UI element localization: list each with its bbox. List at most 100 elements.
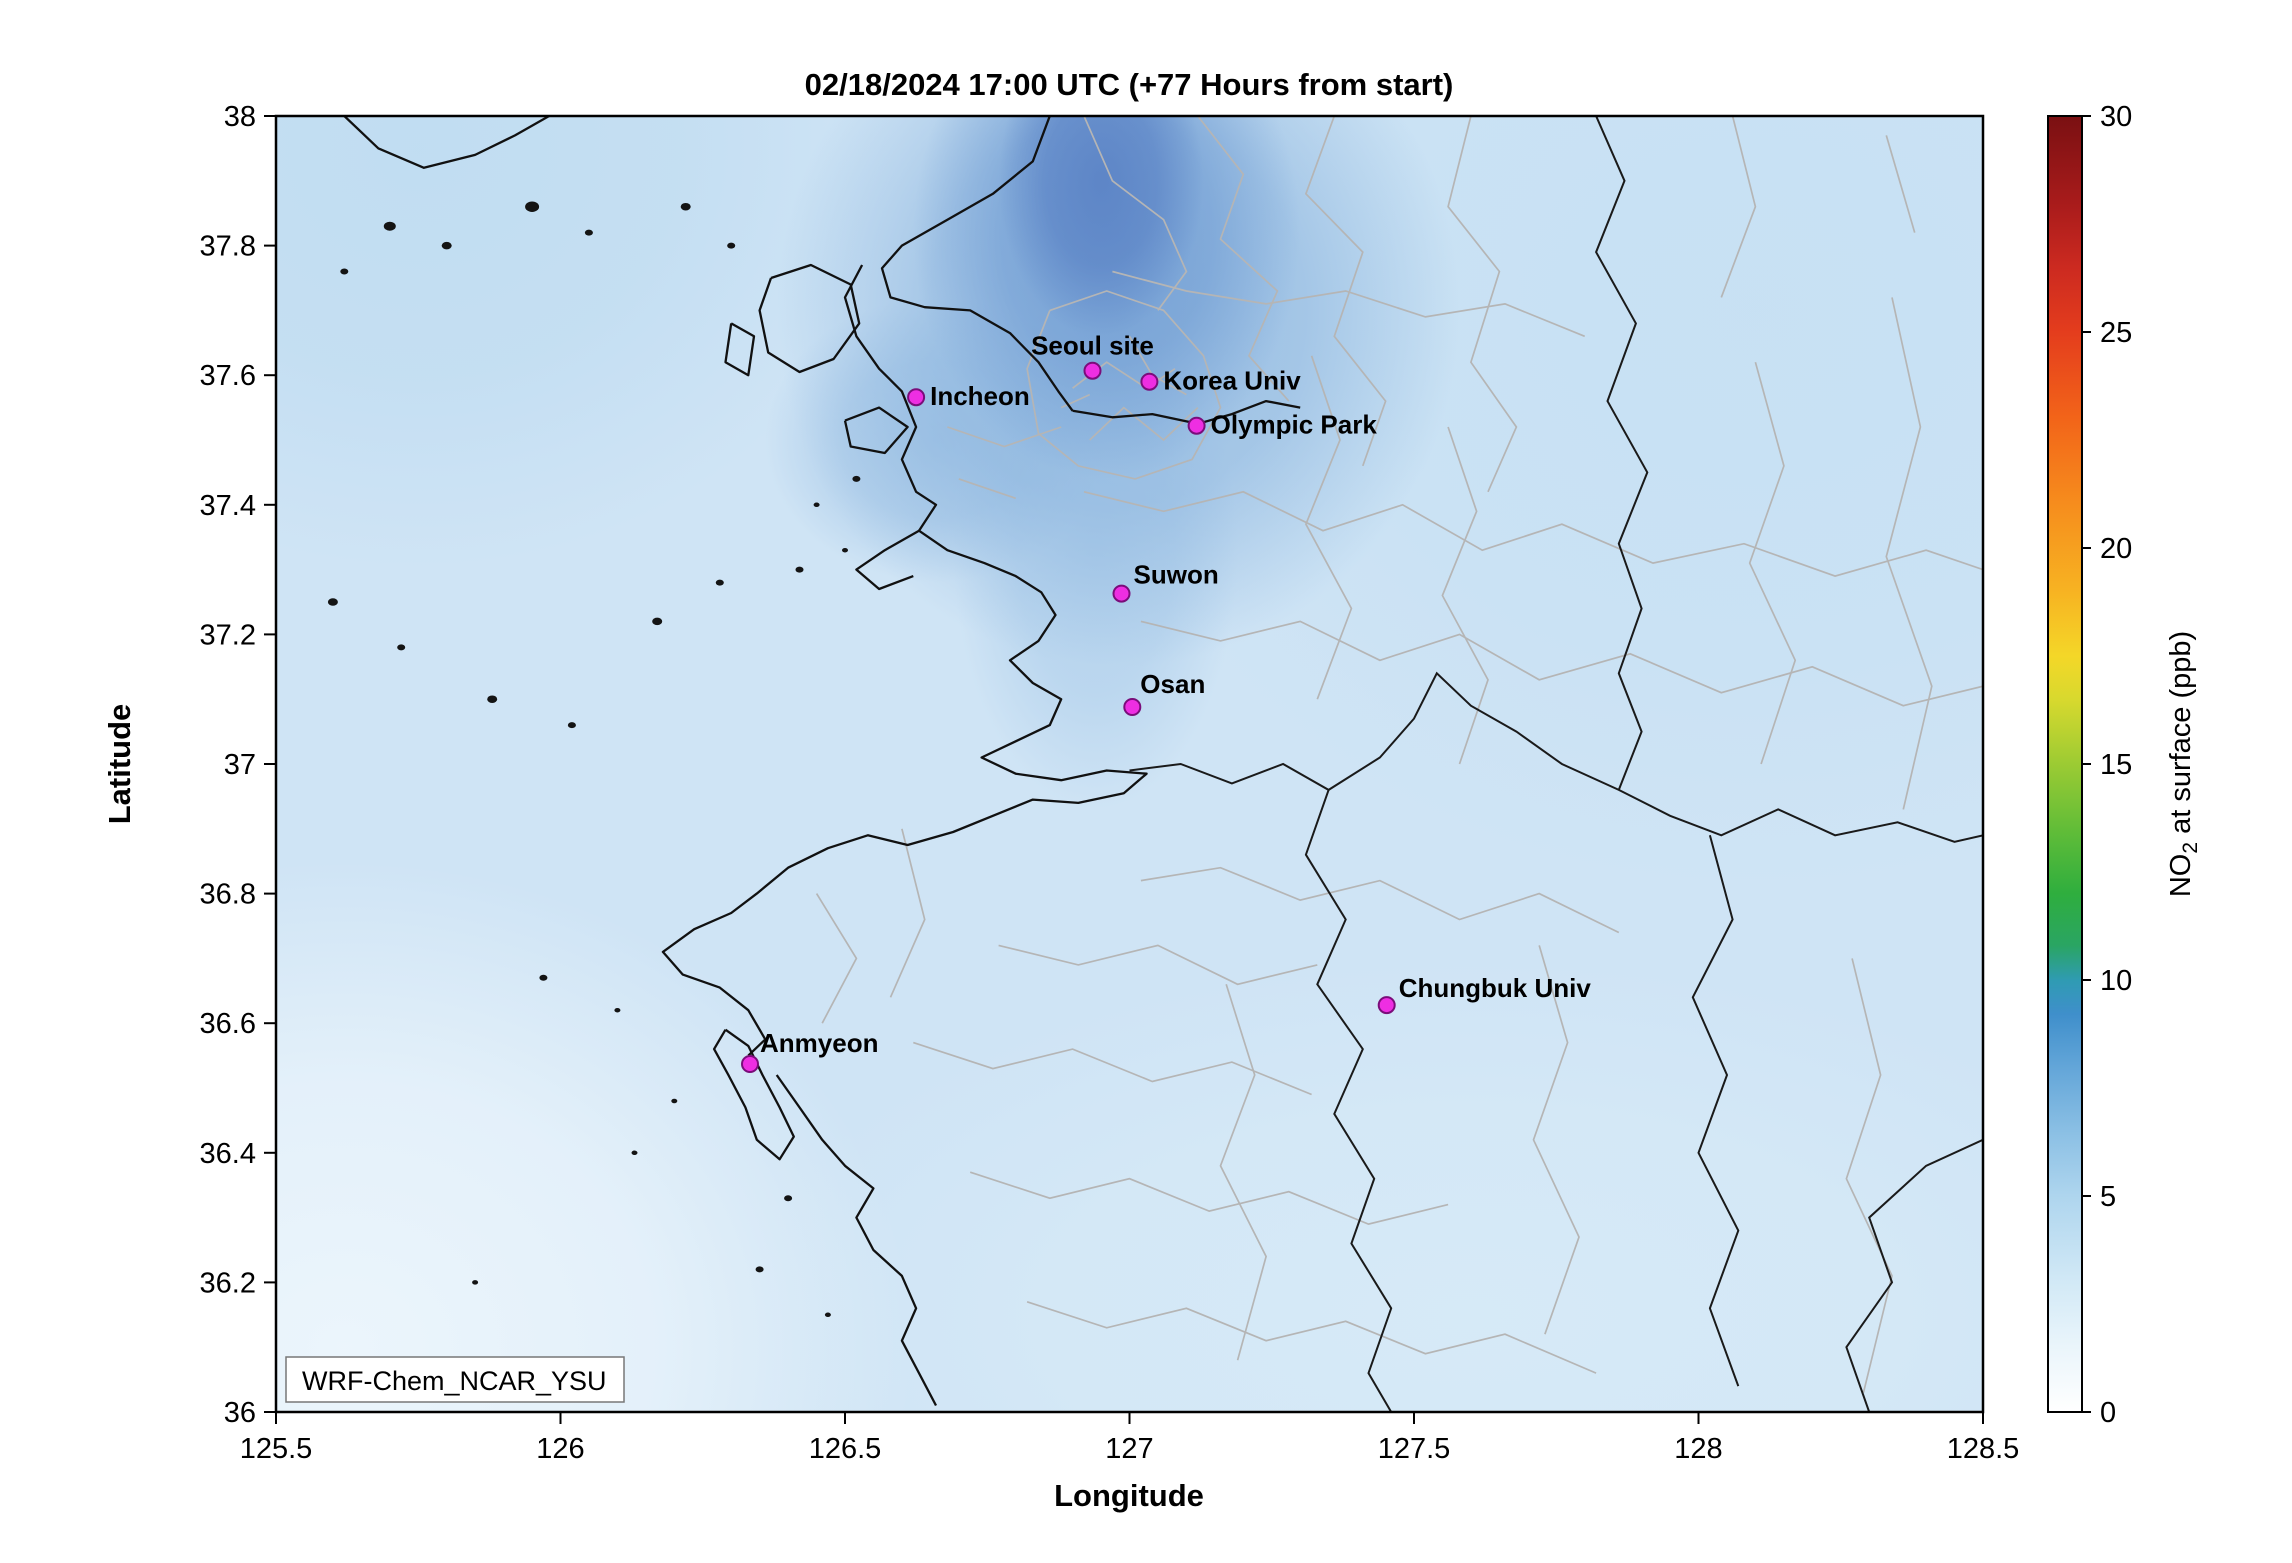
district-boundary	[958, 478, 1016, 500]
district-boundary	[947, 426, 1062, 448]
y-tick-label: 36.8	[200, 879, 256, 911]
station-label: Seoul site	[1031, 331, 1154, 361]
district-boundary	[1441, 426, 1489, 765]
island	[671, 1098, 678, 1104]
island	[784, 1195, 793, 1202]
district-boundary	[815, 893, 858, 1024]
station-label: Suwon	[1134, 560, 1219, 590]
colorbar-tick-label: 5	[2100, 1181, 2116, 1213]
y-tick-label: 37.4	[200, 490, 256, 522]
y-axis-label: Latitude	[102, 704, 137, 825]
district-boundary	[1089, 406, 1199, 442]
plot-frame	[274, 114, 1985, 1414]
district-boundary	[889, 828, 926, 998]
colorbar-tick-label: 15	[2100, 749, 2132, 781]
district-boundary	[1845, 958, 1893, 1393]
station-marker	[907, 388, 926, 407]
coastline	[758, 263, 861, 374]
y-tick-label: 37.8	[200, 231, 256, 263]
axes: 125.5 126 126.5 127 127.5 128 128.5 36 36.2 36.4 3…	[200, 101, 2020, 1465]
island	[824, 1312, 831, 1318]
island	[727, 242, 736, 249]
island	[472, 1280, 479, 1285]
station-marker	[741, 1055, 759, 1073]
district-boundary	[1060, 393, 1091, 409]
y-tick-label: 37.6	[200, 360, 256, 392]
province-boundary	[1304, 789, 1393, 1412]
district-boundary	[1219, 984, 1268, 1361]
island	[584, 229, 593, 236]
station-marker	[1140, 372, 1159, 391]
coastline	[661, 264, 1148, 1057]
island	[813, 502, 820, 508]
island	[567, 722, 576, 729]
island	[327, 598, 338, 606]
stations: Seoul site Korea Univ Incheon Olympic Park S…	[741, 331, 1592, 1073]
coastline	[843, 406, 909, 455]
district-boundary	[998, 944, 1318, 986]
island	[383, 221, 396, 231]
plot-title: 02/18/2024 17:00 UTC (+77 Hours from sta…	[805, 67, 1454, 102]
island	[441, 241, 452, 250]
station-marker	[1083, 361, 1102, 380]
field-blob	[731, 958, 1983, 1412]
x-tick-label: 128.5	[1947, 1433, 2020, 1465]
district-boundaries	[815, 116, 1983, 1393]
x-axis-label: Longitude	[1054, 1478, 1204, 1513]
province-boundary	[1845, 1138, 1983, 1412]
island	[842, 547, 848, 553]
district-boundary	[1304, 355, 1353, 700]
island	[631, 1150, 638, 1156]
district-boundary	[1140, 620, 1983, 707]
island	[852, 475, 861, 482]
district-boundary	[913, 1041, 1312, 1096]
y-tick-label: 38	[224, 101, 256, 133]
y-tick-label: 36.2	[200, 1267, 256, 1299]
colorbar-tick-label: 20	[2100, 533, 2132, 565]
island	[755, 1266, 764, 1273]
district-boundary	[1532, 945, 1580, 1335]
island	[614, 1007, 621, 1013]
x-tick-label: 126	[536, 1433, 584, 1465]
district-boundary	[1026, 290, 1222, 480]
colorbar-tick-label: 30	[2100, 101, 2132, 133]
district-boundary	[1748, 361, 1797, 765]
colorbar	[2047, 115, 2083, 1413]
station-marker	[1377, 996, 1396, 1015]
island	[525, 201, 540, 212]
station-marker	[1123, 698, 1142, 716]
colorbar-tick-label: 25	[2100, 317, 2132, 349]
y-tick-label: 37	[224, 749, 256, 781]
colorbar-label: NO2 at surface (ppb)	[2165, 631, 2202, 897]
coastline	[775, 1074, 938, 1407]
district-boundary	[1304, 116, 1387, 467]
province-boundary	[1129, 671, 1983, 843]
island	[795, 566, 804, 573]
district-boundary	[1140, 866, 1620, 934]
coastline	[724, 322, 756, 377]
coastline	[855, 529, 920, 591]
station-marker	[1112, 584, 1131, 603]
y-tick-label: 36.4	[200, 1138, 256, 1170]
island	[680, 202, 691, 211]
island	[340, 268, 349, 275]
district-boundary	[1083, 116, 1188, 311]
island	[715, 579, 724, 586]
coastline	[880, 116, 1074, 412]
district-boundary	[1112, 270, 1586, 338]
district-boundary	[1026, 1300, 1597, 1374]
x-tick-label: 125.5	[240, 1433, 313, 1465]
district-boundary	[1885, 297, 1933, 810]
island	[487, 695, 498, 703]
district-boundary	[1083, 490, 1983, 577]
station-label: Incheon	[930, 381, 1030, 411]
station-label: Anmyeon	[760, 1028, 878, 1058]
district-boundary	[1447, 116, 1518, 493]
station-label: Olympic Park	[1211, 410, 1378, 440]
field-blob	[276, 116, 902, 570]
station-label: Chungbuk Univ	[1399, 973, 1592, 1003]
coastline	[343, 116, 550, 169]
